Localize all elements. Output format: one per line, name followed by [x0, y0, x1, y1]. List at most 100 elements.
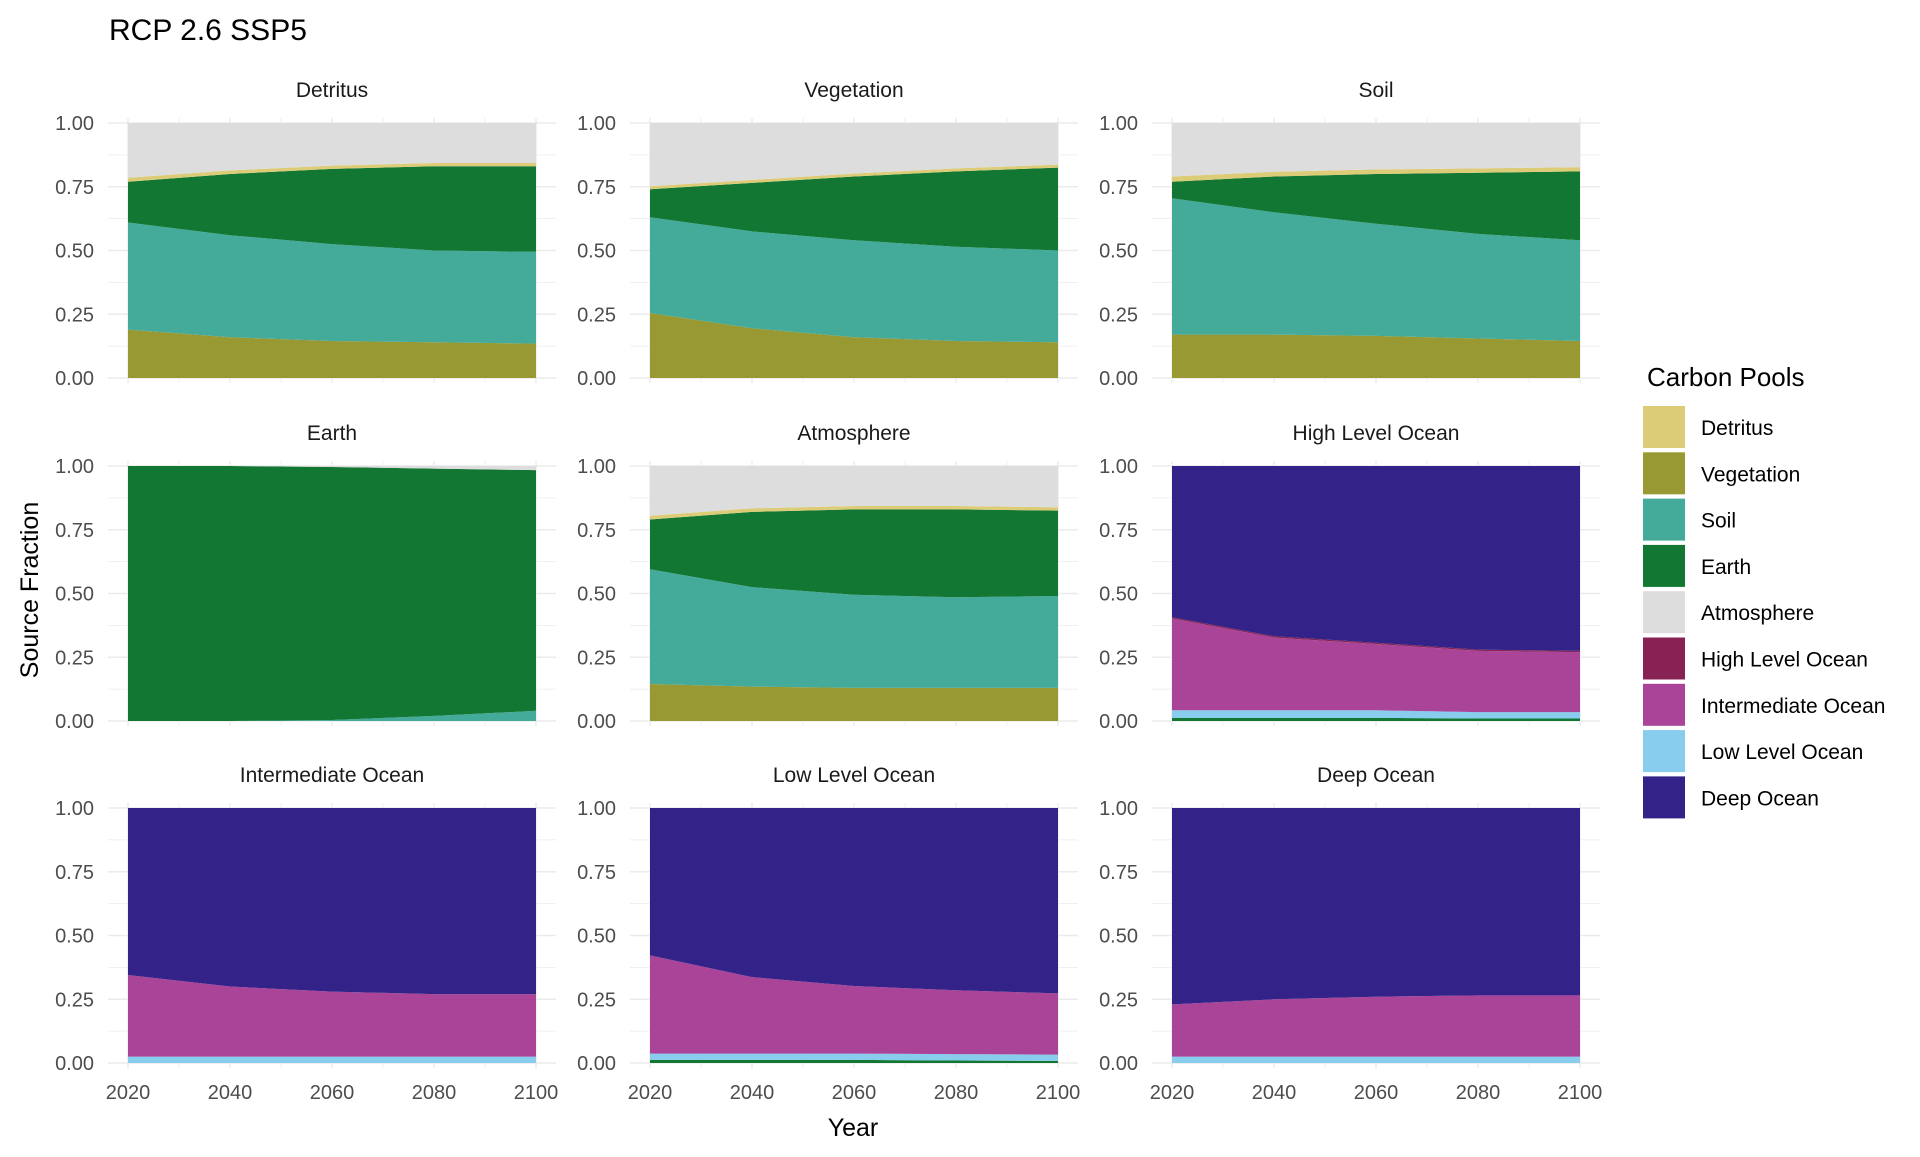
area-detritus: [650, 164, 1058, 190]
y-tick-label: 0.50: [577, 926, 616, 948]
area-earth: [1172, 171, 1580, 241]
legend-item-soil: Soil: [1643, 498, 1736, 541]
area-atmosphere: [1172, 123, 1580, 177]
area-intermediate-ocean: [1172, 995, 1580, 1057]
panel-title: Detritus: [296, 79, 368, 102]
legend-title: Carbon Pools: [1647, 362, 1805, 392]
y-tick-label: 0.25: [1099, 989, 1138, 1011]
y-tick-label: 1.00: [55, 798, 94, 820]
legend-item-atmosphere: Atmosphere: [1643, 591, 1814, 634]
y-tick-label: 1.00: [55, 456, 94, 478]
legend-label: Earth: [1701, 556, 1751, 579]
x-tick-label: 2080: [412, 1082, 457, 1104]
y-tick-label: 0.75: [577, 177, 616, 199]
area-vegetation: [1172, 334, 1580, 378]
panel-title: High Level Ocean: [1293, 422, 1460, 445]
y-tick-label: 1.00: [55, 113, 94, 135]
area-low-level-ocean: [650, 1053, 1058, 1061]
legend-label: High Level Ocean: [1701, 649, 1868, 672]
panel-low-level-ocean: Low Level Ocean 0.00 0.25 0.50 0.75 1.00 2020 2…: [577, 764, 1080, 1104]
y-axis-label: Source Fraction: [16, 502, 44, 678]
area-low-level-ocean: [128, 1056, 536, 1063]
x-axis-label: Year: [828, 1114, 879, 1142]
legend-label: Low Level Ocean: [1701, 741, 1863, 764]
area-soil: [650, 217, 1058, 343]
y-tick-label: 0.50: [55, 241, 94, 263]
panel-intermediate-ocean: Intermediate Ocean 0.00 0.25 0.50 0.75 1.00 20…: [55, 764, 558, 1104]
y-tick-label: 0.25: [55, 647, 94, 669]
y-tick-label: 0.00: [1099, 368, 1138, 390]
panel-atmosphere: Atmosphere 0.00 0.25 0.50 0.75 1.00: [577, 422, 1078, 733]
legend-label: Detritus: [1701, 417, 1773, 440]
panel-title: Deep Ocean: [1317, 764, 1435, 787]
panel-soil: Soil 0.00 0.25 0.50 0.75 1.00: [1099, 79, 1600, 390]
area-atmosphere: [650, 466, 1058, 516]
legend-label: Vegetation: [1701, 463, 1800, 486]
area-low-level-ocean: [1172, 710, 1580, 719]
area-earth: [650, 167, 1058, 251]
legend-item-low-level-ocean: Low Level Ocean: [1643, 730, 1863, 773]
legend-swatch: [1643, 406, 1685, 448]
panel-title: Soil: [1358, 79, 1393, 102]
y-tick-label: 0.00: [577, 368, 616, 390]
y-tick-label: 1.00: [1099, 113, 1138, 135]
y-tick-label: 0.25: [577, 647, 616, 669]
panel-vegetation: Vegetation 0.00 0.25 0.50 0.75 1.00: [577, 79, 1078, 390]
y-tick-label: 0.00: [55, 368, 94, 390]
legend-item-earth: Earth: [1643, 544, 1751, 587]
legend-item-high-level-ocean: High Level Ocean: [1643, 637, 1868, 680]
legend-swatch: [1643, 544, 1685, 587]
y-tick-label: 0.50: [1099, 926, 1138, 948]
area-atmosphere: [128, 466, 536, 471]
x-tick-label: 2100: [1036, 1082, 1081, 1104]
x-tick-label: 2040: [208, 1082, 253, 1104]
y-tick-label: 0.00: [577, 711, 616, 733]
legend-swatch: [1643, 637, 1685, 680]
x-tick-label: 2060: [832, 1082, 877, 1104]
panel-title: Atmosphere: [797, 422, 910, 445]
y-tick-label: 0.00: [55, 711, 94, 733]
area-intermediate-ocean: [650, 955, 1058, 1055]
panel-high-level-ocean: High Level Ocean 0.00 0.25 0.50 0.75 1.00: [1099, 422, 1600, 733]
area-deep-ocean: [128, 808, 536, 995]
legend-swatch: [1643, 683, 1685, 726]
area-soil: [128, 222, 536, 344]
chart-title: RCP 2.6 SSP5: [109, 14, 307, 47]
area-intermediate-ocean: [1172, 618, 1580, 713]
y-tick-label: 0.25: [577, 304, 616, 326]
area-earth: [1172, 717, 1580, 721]
area-atmosphere: [650, 123, 1058, 187]
y-tick-label: 0.25: [1099, 647, 1138, 669]
area-soil: [650, 569, 1058, 688]
area-vegetation: [128, 329, 536, 378]
y-tick-label: 0.00: [1099, 711, 1138, 733]
area-soil: [128, 710, 536, 721]
y-tick-label: 0.25: [577, 989, 616, 1011]
y-tick-label: 0.75: [55, 862, 94, 884]
panel-title: Earth: [307, 422, 357, 445]
legend-swatch: [1643, 591, 1685, 634]
x-tick-label: 2020: [106, 1082, 151, 1104]
panel-title: Vegetation: [804, 79, 903, 102]
x-tick-label: 2100: [514, 1082, 559, 1104]
y-tick-label: 1.00: [577, 798, 616, 820]
legend-swatch: [1643, 776, 1685, 819]
panels: Detritus 0.00 0.25 0.50 0.75 1.00 Vegetation 0.…: [55, 79, 1602, 1104]
area-vegetation: [650, 313, 1058, 378]
y-tick-label: 1.00: [577, 113, 616, 135]
legend-label: Intermediate Ocean: [1701, 695, 1885, 718]
area-detritus: [650, 506, 1058, 520]
area-deep-ocean: [1172, 808, 1580, 1005]
y-tick-label: 0.75: [1099, 177, 1138, 199]
y-tick-label: 0.50: [55, 926, 94, 948]
legend: Carbon Pools Detritus Vegetation Soil Earth…: [1643, 362, 1885, 819]
legend-swatch: [1643, 498, 1685, 541]
y-tick-label: 0.25: [1099, 304, 1138, 326]
x-tick-label: 2020: [1150, 1082, 1195, 1104]
y-tick-label: 0.00: [55, 1053, 94, 1075]
x-tick-label: 2040: [1252, 1082, 1297, 1104]
x-tick-label: 2100: [1558, 1082, 1603, 1104]
area-deep-ocean: [650, 808, 1058, 994]
